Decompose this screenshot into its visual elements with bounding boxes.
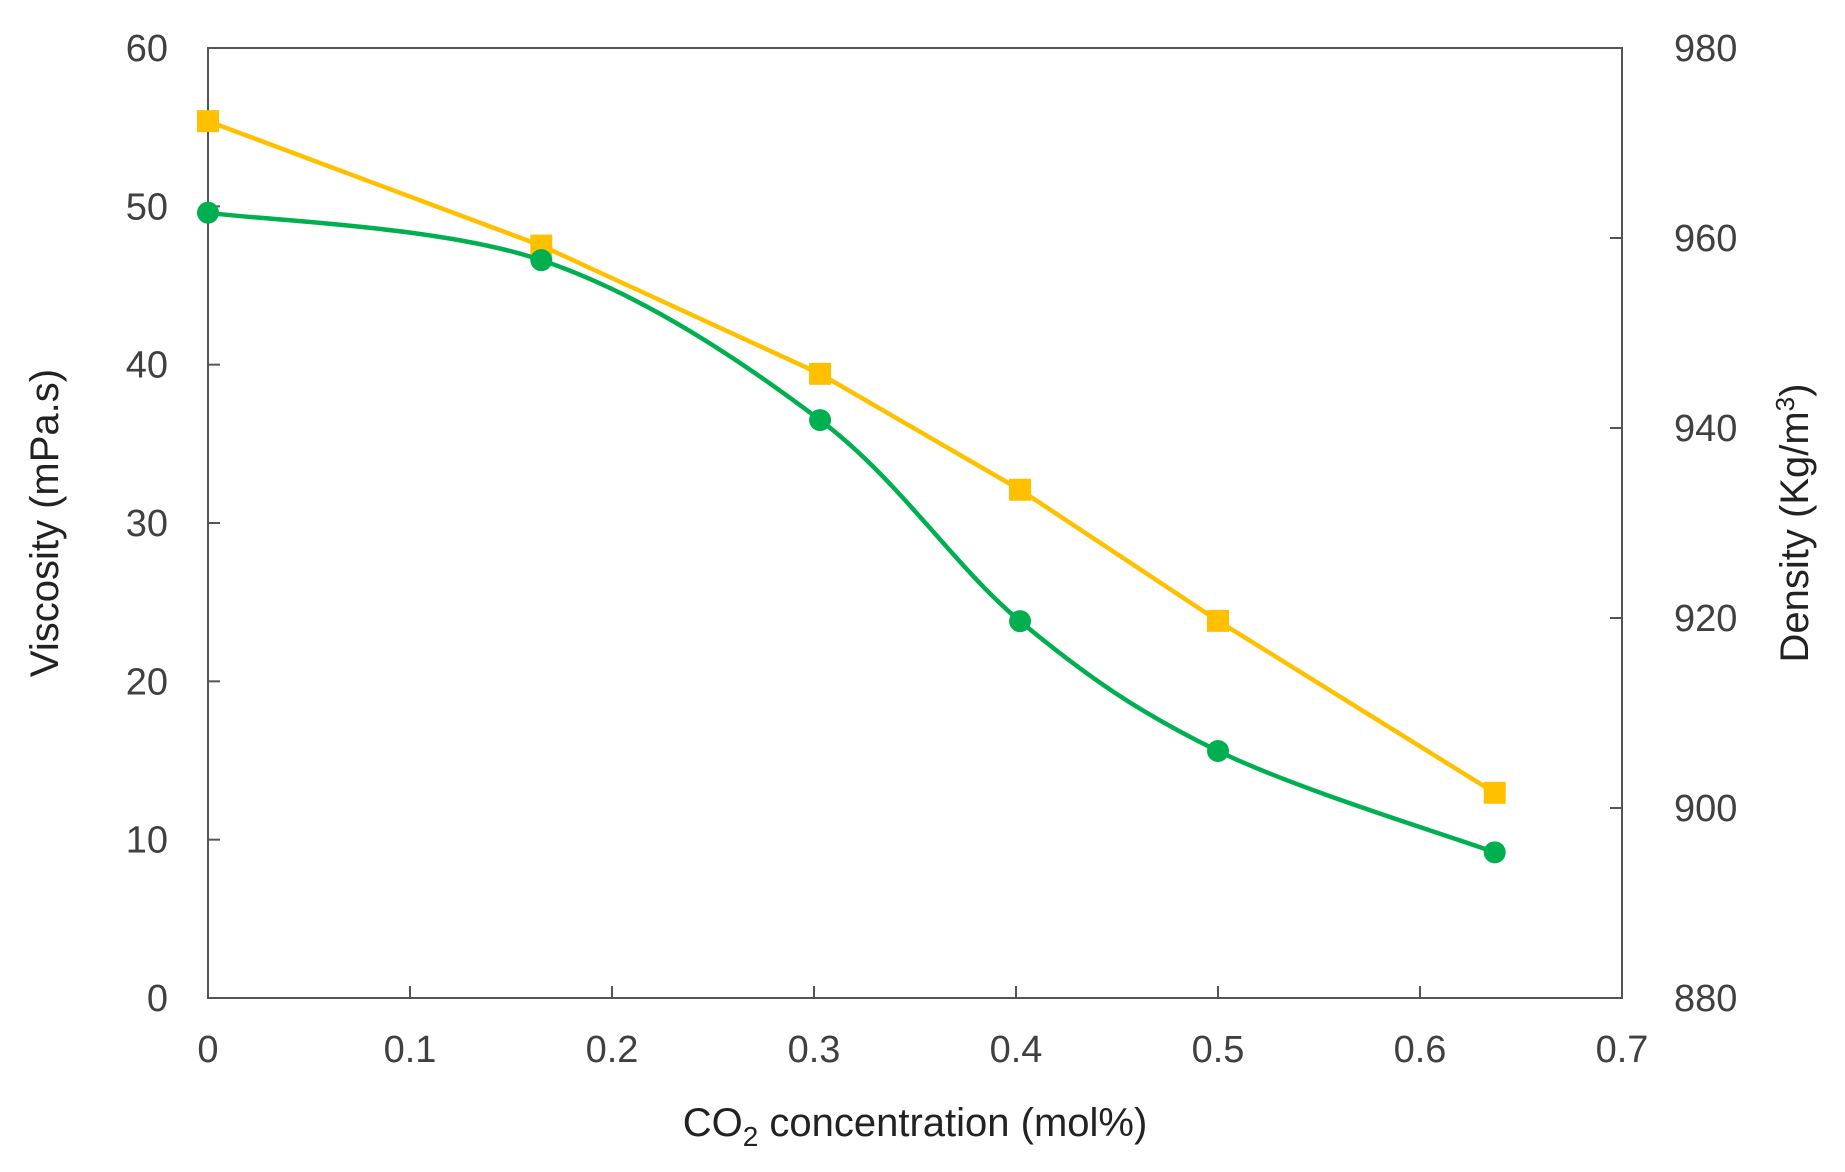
y2-tick-label: 920 (1674, 598, 1737, 640)
y-tick-label: 10 (126, 820, 168, 862)
plot-area-frame (207, 47, 1623, 999)
density-point (197, 110, 219, 133)
y2-axis-ticks: 880 900 920 940 960 980 (1610, 28, 1737, 1020)
density-point (1009, 478, 1032, 501)
y-tick-label: 40 (126, 345, 168, 387)
density-series-line (207, 119, 1496, 795)
y-tick-label: 0 (147, 978, 168, 1020)
x-tick-label: 0 (197, 1029, 218, 1071)
y-tick-label: 50 (126, 186, 168, 228)
y-axis-title: Viscosity (mPa.s) (23, 369, 67, 677)
viscosity-point (1207, 740, 1229, 762)
y-tick-label: 20 (126, 661, 168, 703)
y-tick-label: 30 (126, 503, 168, 545)
viscosity-series-line (207, 210, 1496, 855)
y2-axis-title-prefix: Density (Kg/m (1773, 411, 1817, 662)
viscosity-point (1483, 841, 1506, 864)
x-axis-title-subscript: 2 (743, 1121, 759, 1152)
y-tick-label: 60 (126, 28, 168, 70)
x-axis-title: CO2 concentration (mol%) (683, 1101, 1148, 1152)
x-tick-label: 0.2 (586, 1029, 639, 1071)
density-point (809, 362, 832, 385)
y2-axis-title: Density (Kg/m3) (1770, 384, 1817, 663)
y2-tick-label: 940 (1674, 408, 1737, 450)
viscosity-point (530, 249, 553, 272)
x-axis-title-prefix: CO (683, 1101, 743, 1145)
viscosity-point (197, 201, 219, 224)
x-axis-ticks: 0 0.1 0.2 0.3 0.4 0.5 0.6 0.7 (197, 986, 1648, 1071)
y2-tick-label: 880 (1674, 978, 1737, 1020)
y2-axis-title-superscript: 3 (1770, 397, 1800, 411)
y2-tick-label: 900 (1674, 788, 1737, 830)
x-tick-label: 0.7 (1596, 1029, 1649, 1071)
y2-axis-title-suffix: ) (1773, 384, 1817, 397)
density-point (1207, 609, 1229, 632)
y2-tick-label: 980 (1674, 28, 1737, 70)
y-axis-ticks: 0 10 20 30 40 50 60 (126, 28, 220, 1020)
viscosity-point (1009, 610, 1032, 633)
x-tick-label: 0.4 (990, 1029, 1043, 1071)
y2-tick-label: 960 (1674, 218, 1737, 260)
x-tick-label: 0.1 (384, 1029, 437, 1071)
density-point (1483, 781, 1506, 804)
x-tick-label: 0.3 (788, 1029, 841, 1071)
x-tick-label: 0.5 (1192, 1029, 1245, 1071)
x-tick-label: 0.6 (1394, 1029, 1447, 1071)
axes-group (207, 47, 1623, 999)
x-axis-title-suffix: concentration (mol%) (758, 1101, 1147, 1145)
viscosity-point (809, 409, 832, 432)
series-layer (197, 110, 1506, 864)
